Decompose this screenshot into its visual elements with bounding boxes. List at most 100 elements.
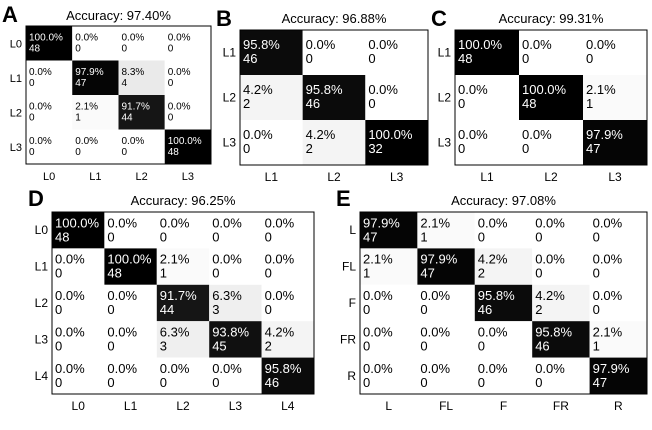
cell-percent: 100.0% xyxy=(55,215,100,230)
cell-count: 44 xyxy=(122,112,134,123)
row-label: F xyxy=(349,296,356,310)
cell-count: 0 xyxy=(212,375,219,390)
chart-title: Accuracy: 97.08% xyxy=(451,193,556,208)
cell-percent: 4.2% xyxy=(243,82,273,97)
cell-percent: 0.0% xyxy=(55,288,85,303)
cell-percent: 0.0% xyxy=(535,252,565,267)
matrix-cell xyxy=(589,248,647,285)
cell-percent: 0.0% xyxy=(478,361,508,376)
cell-count: 4 xyxy=(122,78,128,89)
matrix-cell xyxy=(52,321,105,358)
row-label: FR xyxy=(340,332,356,346)
column-label: L0 xyxy=(43,171,55,183)
cell-percent: 97.9% xyxy=(75,67,103,78)
cell-count: 0 xyxy=(265,266,272,281)
chart-title: Accuracy: 96.88% xyxy=(282,11,387,26)
cell-count: 0 xyxy=(363,375,370,390)
matrix-cell xyxy=(261,248,314,285)
row-label: L1 xyxy=(35,260,49,274)
cell-count: 47 xyxy=(420,266,434,281)
matrix-border xyxy=(239,29,429,166)
cell-percent: 6.3% xyxy=(160,324,190,339)
cell-percent: 0.0% xyxy=(107,215,137,230)
panel-b: B Accuracy: 96.88%95.8%460.0%00.0%04.2%29… xyxy=(216,6,429,184)
column-label: FR xyxy=(553,399,569,413)
column-label: L1 xyxy=(265,170,279,184)
cell-count: 1 xyxy=(160,266,167,281)
cell-count: 48 xyxy=(29,43,41,54)
cell-percent: 0.0% xyxy=(368,37,398,52)
matrix-cell xyxy=(72,26,119,61)
cell-count: 47 xyxy=(75,78,87,89)
cell-percent: 0.0% xyxy=(420,324,450,339)
cell-percent: 2.1% xyxy=(75,101,98,112)
cell-count: 46 xyxy=(478,302,492,317)
cell-percent: 95.8% xyxy=(478,288,515,303)
column-label: R xyxy=(614,399,623,413)
cell-percent: 100.0% xyxy=(29,32,63,43)
matrix-cell xyxy=(104,284,157,322)
cell-percent: 0.0% xyxy=(593,215,623,230)
matrix-cell xyxy=(156,321,210,358)
cell-count: 0 xyxy=(75,43,81,54)
cell-percent: 100.0% xyxy=(107,252,152,267)
cell-percent: 0.0% xyxy=(55,324,85,339)
column-label: L4 xyxy=(281,399,295,413)
cell-count: 0 xyxy=(168,43,174,54)
cell-percent: 4.2% xyxy=(535,288,565,303)
matrix-cell xyxy=(209,248,262,285)
cell-count: 0 xyxy=(420,375,427,390)
matrix-cell xyxy=(261,321,314,358)
column-label: L2 xyxy=(327,170,341,184)
matrix-cell xyxy=(302,120,366,165)
matrix-cell xyxy=(589,212,647,249)
cell-count: 0 xyxy=(29,147,35,158)
column-label: L1 xyxy=(89,171,101,183)
matrix-cell xyxy=(26,26,73,61)
matrix-cell xyxy=(360,357,418,394)
chart-title: Accuracy: 99.31% xyxy=(499,11,604,26)
matrix-cell xyxy=(360,248,418,285)
cell-percent: 0.0% xyxy=(593,288,623,303)
cell-percent: 93.8% xyxy=(212,324,249,339)
cell-count: 48 xyxy=(107,266,121,281)
cell-count: 0 xyxy=(160,375,167,390)
column-label: FL xyxy=(439,399,453,413)
cell-count: 0 xyxy=(535,229,542,244)
cell-percent: 95.8% xyxy=(243,37,280,52)
cell-percent: 0.0% xyxy=(122,32,145,43)
cell-count: 1 xyxy=(586,96,593,111)
matrix-cell xyxy=(261,212,314,249)
column-label: L2 xyxy=(136,171,148,183)
cell-percent: 0.0% xyxy=(478,215,508,230)
matrix-cell xyxy=(164,60,211,95)
cell-percent: 0.0% xyxy=(243,127,273,142)
cell-count: 0 xyxy=(535,266,542,281)
matrix-border xyxy=(454,29,648,166)
cell-count: 32 xyxy=(368,141,382,156)
matrix-cell xyxy=(583,30,647,75)
row-label: L2 xyxy=(438,91,452,105)
matrix-cell xyxy=(240,120,303,165)
cell-count: 46 xyxy=(535,338,549,353)
cell-count: 3 xyxy=(212,302,219,317)
cell-count: 0 xyxy=(29,112,35,123)
row-label: R xyxy=(347,369,356,383)
panel-label: E xyxy=(336,186,351,211)
cell-percent: 100.0% xyxy=(522,82,567,97)
chart-title: Accuracy: 96.25% xyxy=(131,193,236,208)
row-label: L3 xyxy=(223,136,237,150)
cell-percent: 0.0% xyxy=(212,215,242,230)
cell-count: 0 xyxy=(363,338,370,353)
cell-count: 0 xyxy=(478,375,485,390)
cell-percent: 2.1% xyxy=(160,252,190,267)
cell-percent: 0.0% xyxy=(458,82,488,97)
matrix-cell xyxy=(209,321,262,358)
cell-percent: 97.9% xyxy=(586,127,623,142)
row-label: L4 xyxy=(35,369,49,383)
cell-percent: 0.0% xyxy=(55,252,85,267)
column-label: L2 xyxy=(544,170,558,184)
cell-count: 2 xyxy=(535,302,542,317)
cell-count: 47 xyxy=(593,375,607,390)
